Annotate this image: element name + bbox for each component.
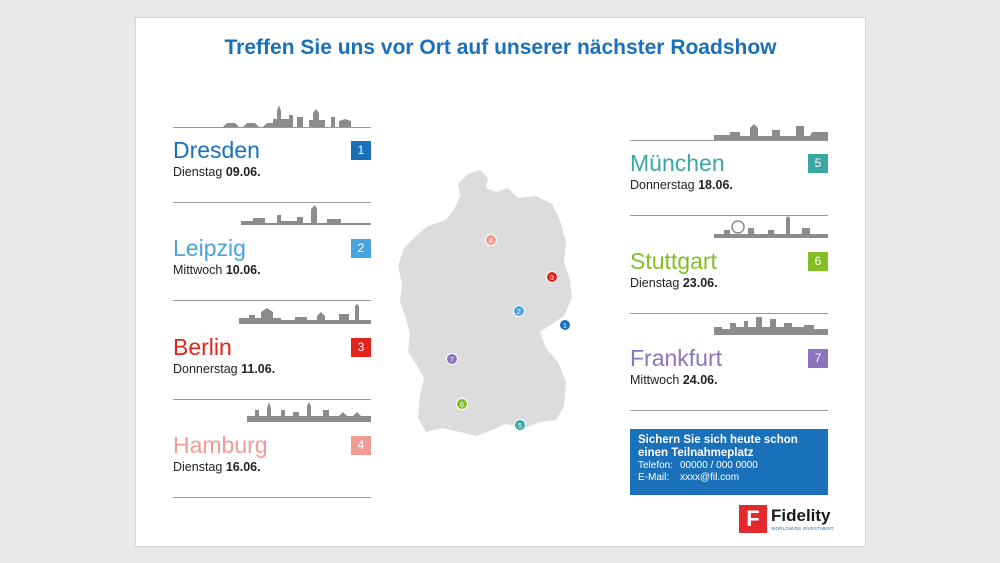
city-date: Mittwoch 24.06. bbox=[630, 373, 718, 387]
map-marker-frankfurt: 7 bbox=[446, 353, 458, 365]
phone-number[interactable]: 00000 / 000 0000 bbox=[680, 460, 758, 471]
divider bbox=[630, 410, 828, 411]
map-marker-dresden: 1 bbox=[559, 319, 571, 331]
svg-text:5: 5 bbox=[518, 423, 522, 430]
city-name: Stuttgart bbox=[630, 248, 717, 274]
divider bbox=[173, 399, 371, 400]
phone-row: Telefon: 00000 / 000 0000 bbox=[638, 460, 758, 471]
city-date: Mittwoch 10.06. bbox=[173, 263, 261, 277]
divider bbox=[173, 127, 371, 128]
city-date: Dienstag 16.06. bbox=[173, 460, 261, 474]
skyline-frankfurt-icon bbox=[714, 317, 828, 335]
city-name: Leipzig bbox=[173, 235, 246, 261]
svg-text:2: 2 bbox=[517, 309, 521, 316]
registration-box: Sichern Sie sich heute schon einen Teiln… bbox=[630, 429, 828, 495]
skyline-muenchen-icon bbox=[714, 124, 828, 140]
skyline-berlin-icon bbox=[239, 304, 371, 324]
registration-headline: Sichern Sie sich heute schon einen Teiln… bbox=[638, 434, 798, 459]
skyline-hamburg-icon bbox=[247, 402, 371, 422]
city-card-berlin: Berlin 3 Donnerstag 11.06. bbox=[173, 302, 371, 400]
city-date: Donnerstag 11.06. bbox=[173, 362, 276, 376]
city-number-badge: 6 bbox=[808, 252, 828, 271]
logo-tagline: WORLDWIDE INVESTMENT bbox=[771, 526, 834, 531]
city-name: Berlin bbox=[173, 334, 232, 360]
germany-outline bbox=[398, 170, 572, 436]
fidelity-logo: F Fidelity WORLDWIDE INVESTMENT bbox=[739, 505, 835, 537]
slide: Treffen Sie uns vor Ort auf unserer näch… bbox=[135, 17, 866, 547]
city-card-leipzig: Leipzig 2 Mittwoch 10.06. bbox=[173, 203, 371, 301]
city-card-muenchen: München 5 Donnerstag 18.06. bbox=[630, 118, 828, 216]
svg-text:6: 6 bbox=[460, 402, 464, 409]
city-number-badge: 7 bbox=[808, 349, 828, 368]
divider bbox=[173, 497, 371, 498]
germany-map: 1 2 3 4 5 6 7 bbox=[398, 170, 572, 436]
skyline-dresden-icon bbox=[223, 105, 351, 127]
city-name: München bbox=[630, 150, 725, 176]
city-name: Dresden bbox=[173, 137, 260, 163]
fidelity-mark-icon: F bbox=[739, 505, 767, 533]
svg-text:7: 7 bbox=[450, 357, 454, 364]
map-marker-berlin: 3 bbox=[546, 271, 558, 283]
svg-text:1: 1 bbox=[563, 323, 567, 330]
city-card-hamburg: Hamburg 4 Dienstag 16.06. bbox=[173, 400, 371, 498]
email-row: E-Mail: xxxx@fil.com bbox=[638, 472, 740, 483]
divider bbox=[630, 215, 828, 216]
page-title: Treffen Sie uns vor Ort auf unserer näch… bbox=[224, 36, 777, 59]
divider bbox=[630, 140, 828, 141]
city-card-frankfurt: Frankfurt 7 Mittwoch 24.06. bbox=[630, 313, 828, 411]
map-marker-leipzig: 2 bbox=[513, 305, 525, 317]
skyline-stuttgart-icon bbox=[714, 216, 828, 238]
skyline-leipzig-icon bbox=[241, 205, 371, 225]
city-number-badge: 3 bbox=[351, 338, 371, 357]
city-date: Donnerstag 18.06. bbox=[630, 178, 733, 192]
divider bbox=[630, 313, 828, 314]
divider bbox=[173, 300, 371, 301]
city-date: Dienstag 09.06. bbox=[173, 165, 261, 179]
map-marker-stuttgart: 6 bbox=[456, 398, 468, 410]
divider bbox=[173, 202, 371, 203]
svg-text:4: 4 bbox=[489, 238, 493, 245]
city-number-badge: 5 bbox=[808, 154, 828, 173]
city-number-badge: 4 bbox=[351, 436, 371, 455]
city-number-badge: 2 bbox=[351, 239, 371, 258]
city-date: Dienstag 23.06. bbox=[630, 276, 718, 290]
logo-wordmark: Fidelity bbox=[771, 506, 831, 525]
city-card-stuttgart: Stuttgart 6 Dienstag 23.06. bbox=[630, 216, 828, 314]
map-marker-muenchen: 5 bbox=[514, 419, 526, 431]
email-address[interactable]: xxxx@fil.com bbox=[680, 472, 740, 483]
city-name: Hamburg bbox=[173, 432, 268, 458]
city-card-dresden: Dresden 1 Dienstag 09.06. bbox=[173, 105, 371, 203]
map-marker-hamburg: 4 bbox=[485, 234, 497, 246]
city-name: Frankfurt bbox=[630, 345, 723, 371]
svg-text:3: 3 bbox=[550, 275, 554, 282]
city-number-badge: 1 bbox=[351, 141, 371, 160]
